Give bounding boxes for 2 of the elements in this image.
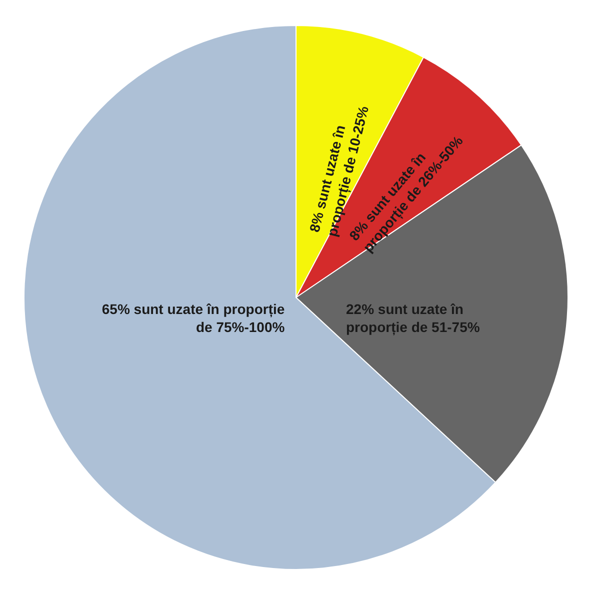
slice-label: 22% sunt uzate în proporție de 51-75% [346,301,480,336]
slice-label: 65% sunt uzate în proporție de 75%-100% [102,301,286,335]
